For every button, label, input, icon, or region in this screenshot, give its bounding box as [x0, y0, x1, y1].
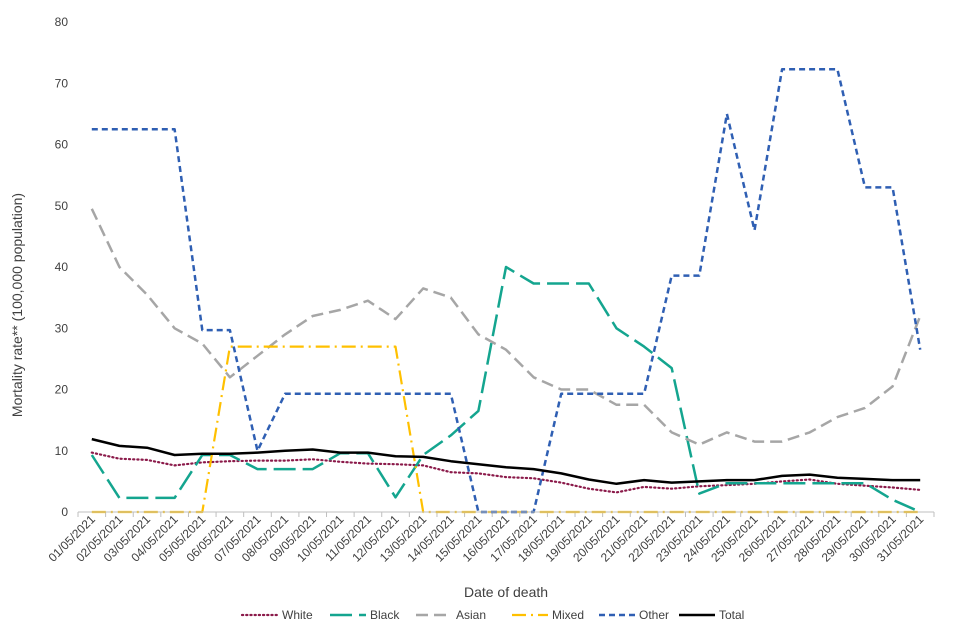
legend-label-black: Black [370, 608, 400, 622]
series-line-total [91, 437, 921, 486]
y-tick-label: 0 [61, 505, 68, 519]
series-line-asian [90, 208, 922, 446]
y-tick-label: 60 [55, 138, 69, 152]
y-tick-label: 50 [55, 199, 69, 213]
series-line-white [90, 451, 922, 494]
legend-label-mixed: Mixed [552, 608, 584, 622]
y-tick-label: 80 [55, 15, 69, 29]
y-tick-label: 70 [55, 76, 69, 90]
y-tick-label: 40 [55, 260, 69, 274]
y-tick-label: 30 [55, 321, 69, 335]
legend-label-asian: Asian [456, 608, 486, 622]
legend: White Black Asian Mixed Other Total [240, 608, 744, 622]
y-tick-label: 20 [55, 383, 69, 397]
series-line-mixed [91, 345, 921, 514]
series-layer [90, 67, 922, 514]
y-axis-title: Mortality rate** (100,000 population) [9, 193, 25, 417]
y-tick-label: 10 [55, 444, 69, 458]
x-axis-title: Date of death [464, 584, 548, 600]
x-axis-ticks: 01/05/202102/05/202103/05/202104/05/2021… [46, 512, 935, 565]
legend-label-white: White [282, 608, 313, 622]
legend-label-other: Other [639, 608, 669, 622]
series-line-other [91, 67, 922, 514]
y-axis-ticks: 0 10 20 30 40 50 60 70 80 [55, 15, 69, 519]
legend-label-total: Total [719, 608, 744, 622]
